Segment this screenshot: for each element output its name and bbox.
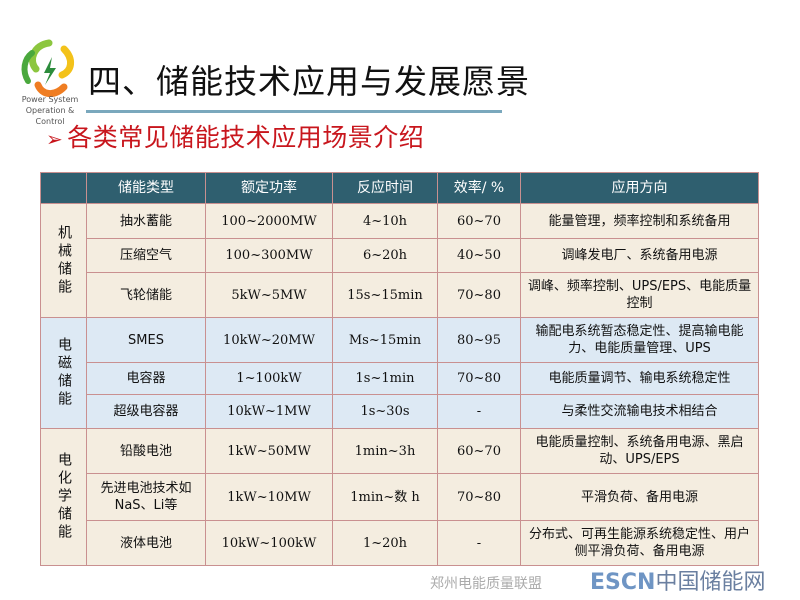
- table-row: 电磁储能 SMES 10kW~20MW Ms~15min 80~95 输配电系统暂态稳定性…: [40, 317, 759, 429]
- power-system-logo: [21, 39, 74, 97]
- header-cell: 额定功率: [205, 172, 333, 204]
- logo-line2: Operation & Control: [25, 106, 75, 126]
- header-cell: 储能类型: [86, 172, 206, 204]
- table-row: 超级电容器 10kW~1MW 1s~30s - 与柔性交流输电技术相结合: [41, 394, 759, 429]
- type-cell: 电容器: [86, 362, 206, 395]
- efficiency-cell: 60~70: [437, 428, 521, 474]
- application-cell: 调峰发电厂、系统备用电源: [520, 238, 759, 273]
- group-label: 电化学储能: [40, 428, 87, 566]
- application-cell: 能量管理，频率控制和系统备用: [520, 203, 759, 239]
- application-cell: 平滑负荷、备用电源: [520, 473, 759, 521]
- power-cell: 1kW~10MW: [205, 473, 333, 521]
- efficiency-cell: 80~95: [437, 317, 521, 363]
- response-cell: 15s~15min: [332, 272, 438, 318]
- efficiency-cell: 60~70: [437, 203, 521, 239]
- type-cell: SMES: [86, 317, 206, 363]
- response-cell: 1s~30s: [332, 394, 438, 429]
- power-cell: 1~100kW: [205, 362, 333, 395]
- application-cell: 与柔性交流输电技术相结合: [520, 394, 759, 429]
- table-row: 压缩空气 100~300MW 6~20h 40~50 调峰发电厂、系统备用电源: [41, 238, 759, 273]
- efficiency-cell: 70~80: [437, 272, 521, 318]
- header-cell: 效率/ %: [437, 172, 521, 204]
- storage-tech-table: 储能类型 额定功率 反应时间 效率/ % 应用方向 机械储能 抽水蓄能 100~20…: [40, 172, 759, 566]
- logo-line1: Power System: [21, 95, 79, 104]
- watermark-brand-cn: 中国储能网: [655, 570, 766, 595]
- header-cell: 反应时间: [332, 172, 438, 204]
- table-row: 先进电池技术如 NaS、Li等 1kW~10MW 1min~数 h 70~80 平滑负荷…: [41, 473, 759, 521]
- power-cell: 10kW~100kW: [205, 520, 333, 566]
- type-cell: 飞轮储能: [86, 272, 206, 318]
- arrow-bullet-icon: ➢: [46, 127, 64, 151]
- response-cell: Ms~15min: [332, 317, 438, 363]
- response-cell: 1min~3h: [332, 428, 438, 474]
- section-subtitle: ➢ 各类常见储能技术应用场景介绍: [46, 122, 424, 155]
- application-cell: 分布式、可再生能源系统稳定性、用户侧平滑负荷、备用电源: [520, 520, 759, 566]
- response-cell: 4~10h: [332, 203, 438, 239]
- power-cell: 100~2000MW: [205, 203, 333, 239]
- table-row: 液体电池 10kW~100kW 1~20h - 分布式、可再生能源系统稳定性、用户侧平滑…: [41, 520, 759, 566]
- group-label: 电磁储能: [40, 317, 87, 429]
- title-divider: [86, 110, 502, 113]
- watermark-brand: ESCN: [590, 570, 656, 595]
- watermark-text: 郑州电能质量联盟: [430, 576, 542, 592]
- application-cell: 电能质量控制、系统备用电源、黑启动、UPS/EPS: [520, 428, 759, 474]
- type-cell: 先进电池技术如 NaS、Li等: [86, 473, 206, 521]
- type-cell: 铅酸电池: [86, 428, 206, 474]
- power-cell: 5kW~5MW: [205, 272, 333, 318]
- header-cell: [40, 172, 87, 204]
- response-cell: 1~20h: [332, 520, 438, 566]
- table-header-row: 储能类型 额定功率 反应时间 效率/ % 应用方向: [40, 172, 759, 204]
- table-row: 机械储能 抽水蓄能 100~2000MW 4~10h 60~70 能量管理，频率控制和系统…: [40, 203, 759, 318]
- response-cell: 1min~数 h: [332, 473, 438, 521]
- type-cell: 抽水蓄能: [86, 203, 206, 239]
- subtitle-text: 各类常见储能技术应用场景介绍: [67, 123, 425, 152]
- power-cell: 10kW~20MW: [205, 317, 333, 363]
- application-cell: 电能质量调节、输电系统稳定性: [520, 362, 759, 395]
- power-cell: 1kW~50MW: [205, 428, 333, 474]
- application-cell: 输配电系统暂态稳定性、提高输电能力、电能质量管理、UPS: [520, 317, 759, 363]
- type-cell: 超级电容器: [86, 394, 206, 429]
- response-cell: 1s~1min: [332, 362, 438, 395]
- application-cell: 调峰、频率控制、UPS/EPS、电能质量控制: [520, 272, 759, 318]
- efficiency-cell: -: [437, 394, 521, 429]
- power-cell: 100~300MW: [205, 238, 333, 273]
- table-row: 电化学储能 铅酸电池 1kW~50MW 1min~3h 60~70 电能质量控制、系统备用…: [40, 428, 759, 566]
- table-row: 电容器 1~100kW 1s~1min 70~80 电能质量调节、输电系统稳定性: [41, 362, 759, 395]
- type-cell: 压缩空气: [86, 238, 206, 273]
- efficiency-cell: 70~80: [437, 473, 521, 521]
- efficiency-cell: 70~80: [437, 362, 521, 395]
- type-cell: 液体电池: [86, 520, 206, 566]
- response-cell: 6~20h: [332, 238, 438, 273]
- logo-text: Power System Operation & Control: [14, 94, 86, 127]
- page-title: 四、储能技术应用与发展愿景: [88, 62, 530, 101]
- group-label: 机械储能: [40, 203, 87, 318]
- efficiency-cell: -: [437, 520, 521, 566]
- efficiency-cell: 40~50: [437, 238, 521, 273]
- table-row: 飞轮储能 5kW~5MW 15s~15min 70~80 调峰、频率控制、UPS/EPS…: [41, 272, 759, 318]
- power-cell: 10kW~1MW: [205, 394, 333, 429]
- header-cell: 应用方向: [520, 172, 759, 204]
- escn-watermark-logo: ESCN中国储能网: [590, 570, 765, 596]
